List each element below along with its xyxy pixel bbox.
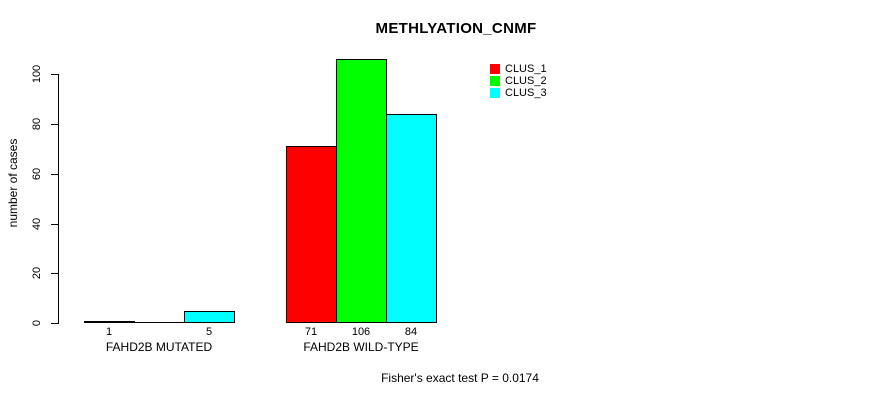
y-axis-tick <box>51 124 58 126</box>
bar-clus_2-wildtype <box>336 59 387 323</box>
bar-clus_3-wildtype <box>386 114 437 323</box>
bar-value-label: 5 <box>205 326 213 338</box>
annotation-fisher-test: Fisher's exact test P = 0.0174 <box>381 371 539 385</box>
bar-clus_1-mutated <box>84 321 135 323</box>
legend-item: CLUS_3 <box>490 87 547 99</box>
legend-item: CLUS_1 <box>490 63 547 75</box>
bar-clus_1-wildtype <box>286 146 337 323</box>
legend-item: CLUS_2 <box>490 75 547 87</box>
y-axis-tick <box>51 273 58 275</box>
legend-swatch-clus_3 <box>490 88 500 98</box>
bar-value-label: 84 <box>404 326 418 338</box>
chart-title: METHLYATION_CNMF <box>375 20 537 37</box>
bar-value-label: 1 <box>105 326 113 338</box>
x-axis-category-label: FAHD2B MUTATED <box>105 340 213 354</box>
legend-label-clus_3: CLUS_3 <box>505 87 547 99</box>
y-axis-tick <box>51 323 58 324</box>
bar-zero-clus_2-mutated <box>134 322 185 323</box>
y-axis-tick-label: 40 <box>31 217 43 230</box>
y-axis-tick <box>51 173 58 175</box>
y-axis-tick-label: 80 <box>31 117 43 131</box>
legend-label-clus_2: CLUS_2 <box>505 75 547 87</box>
bar-value-label: 106 <box>351 326 371 338</box>
y-axis-tick <box>51 74 58 76</box>
x-axis-category-label: FAHD2B WILD-TYPE <box>303 340 419 354</box>
legend-swatch-clus_2 <box>490 76 500 86</box>
bar-value-label: 71 <box>304 326 318 338</box>
y-axis-tick-label: 0 <box>31 319 43 327</box>
y-axis-line <box>58 74 59 324</box>
y-axis-tick-label: 60 <box>31 167 43 180</box>
legend-label-clus_1: CLUS_1 <box>505 63 547 75</box>
y-axis-tick <box>51 223 58 225</box>
bar-clus_3-mutated <box>184 311 235 323</box>
y-axis-tick-label: 20 <box>31 267 43 280</box>
y-axis-tick-label: 100 <box>31 65 43 84</box>
legend-swatch-clus_1 <box>490 64 500 74</box>
